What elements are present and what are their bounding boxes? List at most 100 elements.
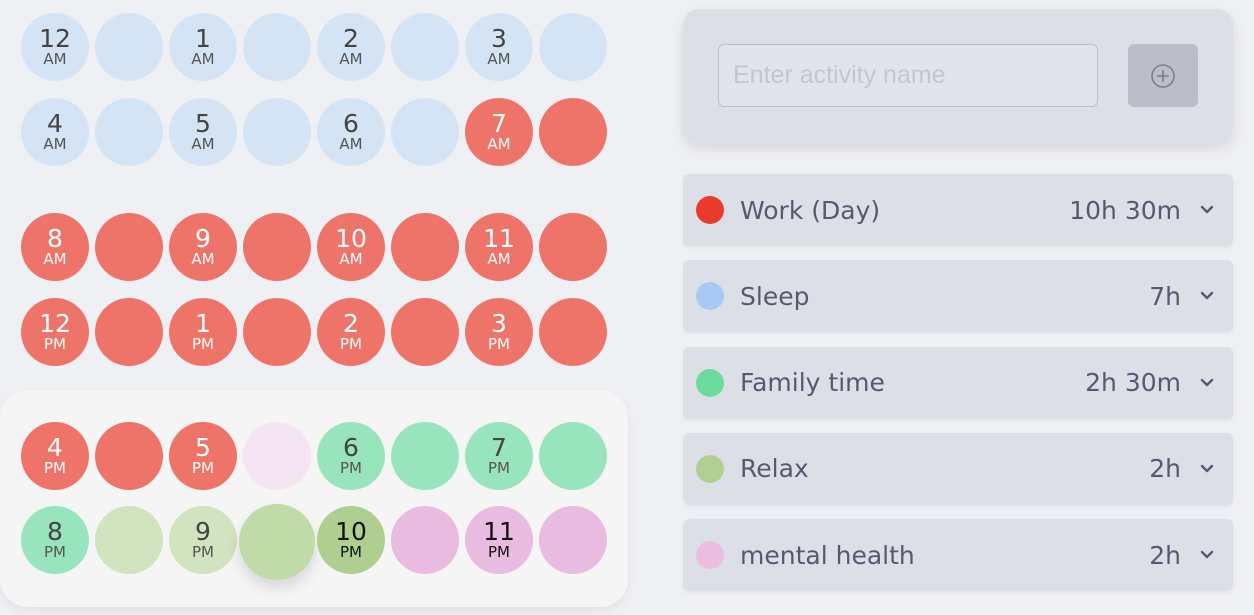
hour-slot-3am[interactable]: 3 AM: [465, 13, 533, 81]
half-hour-slot[interactable]: [95, 422, 163, 490]
half-hour-slot[interactable]: [391, 213, 459, 281]
activity-row[interactable]: Sleep 7h: [683, 260, 1233, 333]
new-activity-card: [683, 9, 1233, 143]
meridiem-label: AM: [191, 250, 215, 268]
hour-label: 5: [195, 433, 211, 462]
hour-label: 3: [491, 24, 507, 53]
activity-color-dot[interactable]: [696, 196, 724, 224]
hour-slot-9am[interactable]: 9 AM: [169, 213, 237, 281]
activity-row[interactable]: mental health 2h: [683, 519, 1233, 592]
chevron-down-icon[interactable]: [1195, 457, 1219, 481]
activity-color-dot[interactable]: [696, 541, 724, 570]
hour-label: 1: [195, 309, 211, 338]
hour-slot-1pm[interactable]: 1 PM: [169, 298, 237, 366]
meridiem-label: PM: [44, 459, 66, 477]
hour-slot-5pm[interactable]: 5 PM: [169, 422, 237, 490]
half-hour-slot[interactable]: [243, 98, 311, 166]
half-hour-slot[interactable]: [539, 213, 607, 281]
hour-slot-5am[interactable]: 5 AM: [169, 98, 237, 166]
activity-duration: 2h: [1149, 454, 1181, 484]
hour-slot-2pm[interactable]: 2 PM: [317, 298, 385, 366]
hour-label: 5: [195, 109, 211, 138]
meridiem-label: PM: [488, 459, 510, 477]
half-hour-slot[interactable]: [539, 422, 607, 490]
half-hour-slot[interactable]: [95, 13, 163, 81]
meridiem-label: AM: [487, 50, 511, 68]
plus-circle-icon: [1151, 63, 1175, 88]
chevron-down-icon[interactable]: [1195, 371, 1219, 395]
hour-slot-7am[interactable]: 7 AM: [465, 98, 533, 166]
activity-row[interactable]: Work (Day) 10h 30m: [683, 174, 1233, 246]
half-hour-slot[interactable]: [243, 298, 311, 366]
hour-label: 9: [195, 224, 211, 253]
hour-slot-10am[interactable]: 10 AM: [317, 213, 385, 281]
hour-slot-10pm[interactable]: 10 PM: [317, 506, 385, 574]
hour-slot-12pm[interactable]: 12 PM: [21, 298, 89, 366]
activity-duration: 2h: [1149, 540, 1181, 570]
half-hour-slot[interactable]: [95, 98, 163, 166]
chevron-down-icon[interactable]: [1195, 543, 1219, 567]
hour-label: 3: [491, 309, 507, 338]
activity-color-dot[interactable]: [696, 454, 724, 483]
activity-duration: 2h 30m: [1085, 368, 1181, 398]
hour-slot-8pm[interactable]: 8 PM: [21, 506, 89, 574]
chevron-down-icon[interactable]: [1195, 198, 1219, 222]
hour-slot-9pm[interactable]: 9 PM: [169, 506, 237, 574]
hour-slot-4am[interactable]: 4 AM: [21, 98, 89, 166]
half-hour-slot[interactable]: [243, 213, 311, 281]
hour-slot-6am[interactable]: 6 AM: [317, 98, 385, 166]
half-hour-slot[interactable]: [539, 298, 607, 366]
hour-label: 11: [483, 224, 515, 253]
half-hour-slot[interactable]: [239, 504, 315, 580]
hour-label: 12: [39, 24, 71, 53]
half-hour-slot[interactable]: [391, 13, 459, 81]
hour-label: 9: [195, 517, 211, 546]
half-hour-slot[interactable]: [539, 98, 607, 166]
half-hour-slot[interactable]: [391, 506, 459, 574]
hour-label: 11: [483, 517, 515, 546]
activity-name: Sleep: [740, 281, 810, 311]
meridiem-label: AM: [191, 135, 215, 153]
half-hour-slot[interactable]: [95, 506, 163, 574]
half-hour-slot[interactable]: [243, 422, 311, 490]
half-hour-slot[interactable]: [539, 13, 607, 81]
hour-label: 2: [343, 309, 359, 338]
activity-name: mental health: [740, 540, 915, 570]
hour-slot-12am[interactable]: 12 AM: [21, 13, 89, 81]
activity-row[interactable]: Family time 2h 30m: [683, 346, 1233, 419]
hour-label: 1: [195, 24, 211, 53]
meridiem-label: PM: [192, 459, 214, 477]
half-hour-slot[interactable]: [95, 298, 163, 366]
hour-slot-11pm[interactable]: 11 PM: [465, 506, 533, 574]
activity-row[interactable]: Relax 2h: [683, 432, 1233, 505]
hour-slot-4pm[interactable]: 4 PM: [21, 422, 89, 490]
chevron-down-icon[interactable]: [1195, 284, 1219, 308]
hour-slot-7pm[interactable]: 7 PM: [465, 422, 533, 490]
hour-slot-8am[interactable]: 8 AM: [21, 213, 89, 281]
hour-label: 12: [39, 309, 71, 338]
activity-name: Relax: [740, 454, 809, 484]
half-hour-slot[interactable]: [391, 422, 459, 490]
meridiem-label: PM: [340, 459, 362, 477]
half-hour-slot[interactable]: [243, 13, 311, 81]
meridiem-label: AM: [339, 50, 363, 68]
meridiem-label: PM: [192, 335, 214, 353]
activity-duration: 7h: [1149, 281, 1181, 311]
hour-slot-11am[interactable]: 11 AM: [465, 213, 533, 281]
hour-slot-3pm[interactable]: 3 PM: [465, 298, 533, 366]
meridiem-label: PM: [340, 335, 362, 353]
hour-slot-1am[interactable]: 1 AM: [169, 13, 237, 81]
meridiem-label: AM: [43, 135, 67, 153]
half-hour-slot[interactable]: [391, 298, 459, 366]
activity-color-dot[interactable]: [696, 282, 724, 311]
activity-color-dot[interactable]: [696, 368, 724, 397]
meridiem-label: PM: [192, 543, 214, 561]
hour-slot-2am[interactable]: 2 AM: [317, 13, 385, 81]
add-activity-button[interactable]: [1128, 44, 1198, 107]
activity-name: Family time: [740, 368, 885, 398]
activity-name-input[interactable]: [718, 44, 1098, 107]
half-hour-slot[interactable]: [95, 213, 163, 281]
half-hour-slot[interactable]: [539, 506, 607, 574]
half-hour-slot[interactable]: [391, 98, 459, 166]
hour-slot-6pm[interactable]: 6 PM: [317, 422, 385, 490]
